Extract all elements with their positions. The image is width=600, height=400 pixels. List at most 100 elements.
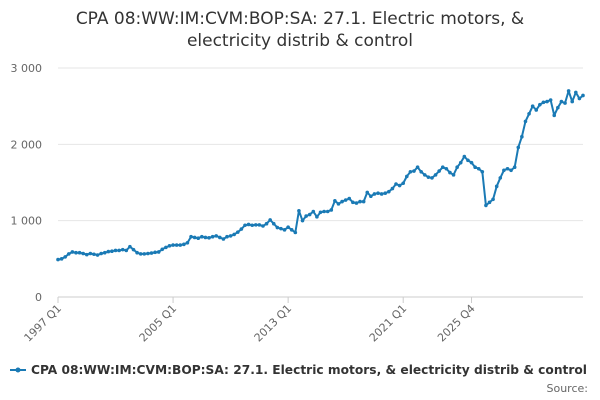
data-point[interactable] bbox=[174, 243, 179, 247]
data-point[interactable] bbox=[336, 202, 341, 206]
data-point[interactable] bbox=[235, 230, 240, 234]
data-point[interactable] bbox=[128, 244, 132, 249]
data-point[interactable] bbox=[556, 105, 560, 110]
data-point[interactable] bbox=[476, 166, 481, 171]
data-point[interactable] bbox=[365, 190, 370, 195]
data-point[interactable] bbox=[440, 165, 445, 170]
data-point[interactable] bbox=[538, 102, 542, 107]
data-point[interactable] bbox=[92, 252, 96, 257]
data-point[interactable] bbox=[505, 166, 510, 171]
data-point[interactable] bbox=[325, 209, 330, 214]
data-point[interactable] bbox=[347, 196, 352, 201]
data-point[interactable] bbox=[437, 169, 441, 173]
data-point[interactable] bbox=[530, 104, 535, 108]
data-point[interactable] bbox=[315, 215, 319, 219]
data-point[interactable] bbox=[304, 214, 308, 218]
data-point[interactable] bbox=[502, 168, 506, 173]
data-point[interactable] bbox=[268, 218, 272, 222]
data-point[interactable] bbox=[293, 230, 298, 235]
data-point[interactable] bbox=[246, 222, 251, 227]
data-point[interactable] bbox=[545, 99, 549, 104]
data-point[interactable] bbox=[383, 191, 388, 195]
data-point[interactable] bbox=[448, 170, 452, 175]
data-point[interactable] bbox=[390, 186, 395, 191]
data-point[interactable] bbox=[487, 200, 492, 205]
data-point[interactable] bbox=[167, 244, 172, 248]
data-point[interactable] bbox=[189, 234, 193, 239]
data-point[interactable] bbox=[160, 247, 165, 252]
data-point[interactable] bbox=[408, 170, 413, 174]
data-point[interactable] bbox=[171, 243, 175, 247]
data-point[interactable] bbox=[77, 250, 82, 255]
data-point[interactable] bbox=[200, 234, 204, 239]
data-point[interactable] bbox=[311, 209, 316, 214]
data-point[interactable] bbox=[84, 252, 89, 257]
data-point[interactable] bbox=[577, 96, 582, 101]
legend-label[interactable]: CPA 08:WW:IM:CVM:BOP:SA: 27.1. Electric … bbox=[31, 363, 587, 377]
data-point[interactable] bbox=[239, 227, 244, 231]
data-point[interactable] bbox=[110, 249, 114, 253]
data-point[interactable] bbox=[394, 182, 398, 186]
data-point[interactable] bbox=[135, 250, 139, 255]
data-point[interactable] bbox=[430, 176, 434, 180]
data-point[interactable] bbox=[520, 134, 524, 139]
data-point[interactable] bbox=[307, 212, 312, 217]
data-point[interactable] bbox=[131, 247, 136, 252]
data-point[interactable] bbox=[480, 170, 485, 174]
data-point[interactable] bbox=[566, 89, 571, 93]
data-point[interactable] bbox=[351, 200, 355, 205]
data-point[interactable] bbox=[74, 250, 78, 255]
data-point[interactable] bbox=[361, 199, 366, 204]
data-point[interactable] bbox=[444, 166, 449, 171]
data-point[interactable] bbox=[541, 100, 546, 105]
data-point[interactable] bbox=[275, 225, 280, 230]
data-point[interactable] bbox=[59, 257, 64, 261]
data-point[interactable] bbox=[372, 192, 377, 196]
data-point[interactable] bbox=[329, 208, 334, 212]
data-point[interactable] bbox=[455, 165, 459, 170]
data-point[interactable] bbox=[88, 251, 93, 256]
data-point[interactable] bbox=[286, 225, 290, 229]
data-point[interactable] bbox=[563, 101, 567, 105]
data-point[interactable] bbox=[397, 183, 402, 188]
data-point[interactable] bbox=[494, 184, 499, 189]
data-point[interactable] bbox=[422, 173, 427, 177]
data-point[interactable] bbox=[207, 236, 211, 240]
data-point[interactable] bbox=[149, 251, 154, 255]
data-point[interactable] bbox=[458, 160, 463, 165]
data-point[interactable] bbox=[253, 223, 258, 227]
data-point[interactable] bbox=[419, 170, 423, 174]
legend[interactable]: CPA 08:WW:IM:CVM:BOP:SA: 27.1. Electric … bbox=[10, 363, 587, 377]
data-point[interactable] bbox=[56, 257, 60, 262]
data-point[interactable] bbox=[146, 251, 150, 256]
data-point[interactable] bbox=[178, 243, 183, 247]
data-point[interactable] bbox=[142, 252, 147, 256]
data-point[interactable] bbox=[498, 176, 503, 180]
data-point[interactable] bbox=[282, 228, 287, 232]
data-point[interactable] bbox=[124, 248, 129, 253]
data-point[interactable] bbox=[95, 253, 100, 257]
data-point[interactable] bbox=[271, 221, 276, 226]
data-point[interactable] bbox=[102, 250, 107, 255]
data-point[interactable] bbox=[81, 251, 85, 256]
data-point[interactable] bbox=[484, 203, 488, 208]
data-point[interactable] bbox=[164, 245, 168, 250]
data-point[interactable] bbox=[297, 208, 301, 213]
data-point[interactable] bbox=[257, 223, 262, 227]
data-point[interactable] bbox=[405, 174, 409, 179]
data-point[interactable] bbox=[401, 181, 406, 186]
data-point[interactable] bbox=[574, 90, 578, 95]
data-point[interactable] bbox=[451, 173, 456, 177]
data-point[interactable] bbox=[512, 165, 517, 170]
data-point[interactable] bbox=[318, 210, 323, 215]
data-point[interactable] bbox=[548, 98, 553, 102]
data-point[interactable] bbox=[412, 169, 416, 173]
data-point[interactable] bbox=[376, 191, 380, 195]
data-point[interactable] bbox=[228, 234, 233, 238]
data-point[interactable] bbox=[156, 250, 161, 254]
data-point[interactable] bbox=[261, 224, 265, 228]
data-point[interactable] bbox=[322, 209, 326, 214]
data-point[interactable] bbox=[462, 154, 467, 159]
data-point[interactable] bbox=[99, 251, 103, 256]
data-point[interactable] bbox=[192, 235, 197, 240]
